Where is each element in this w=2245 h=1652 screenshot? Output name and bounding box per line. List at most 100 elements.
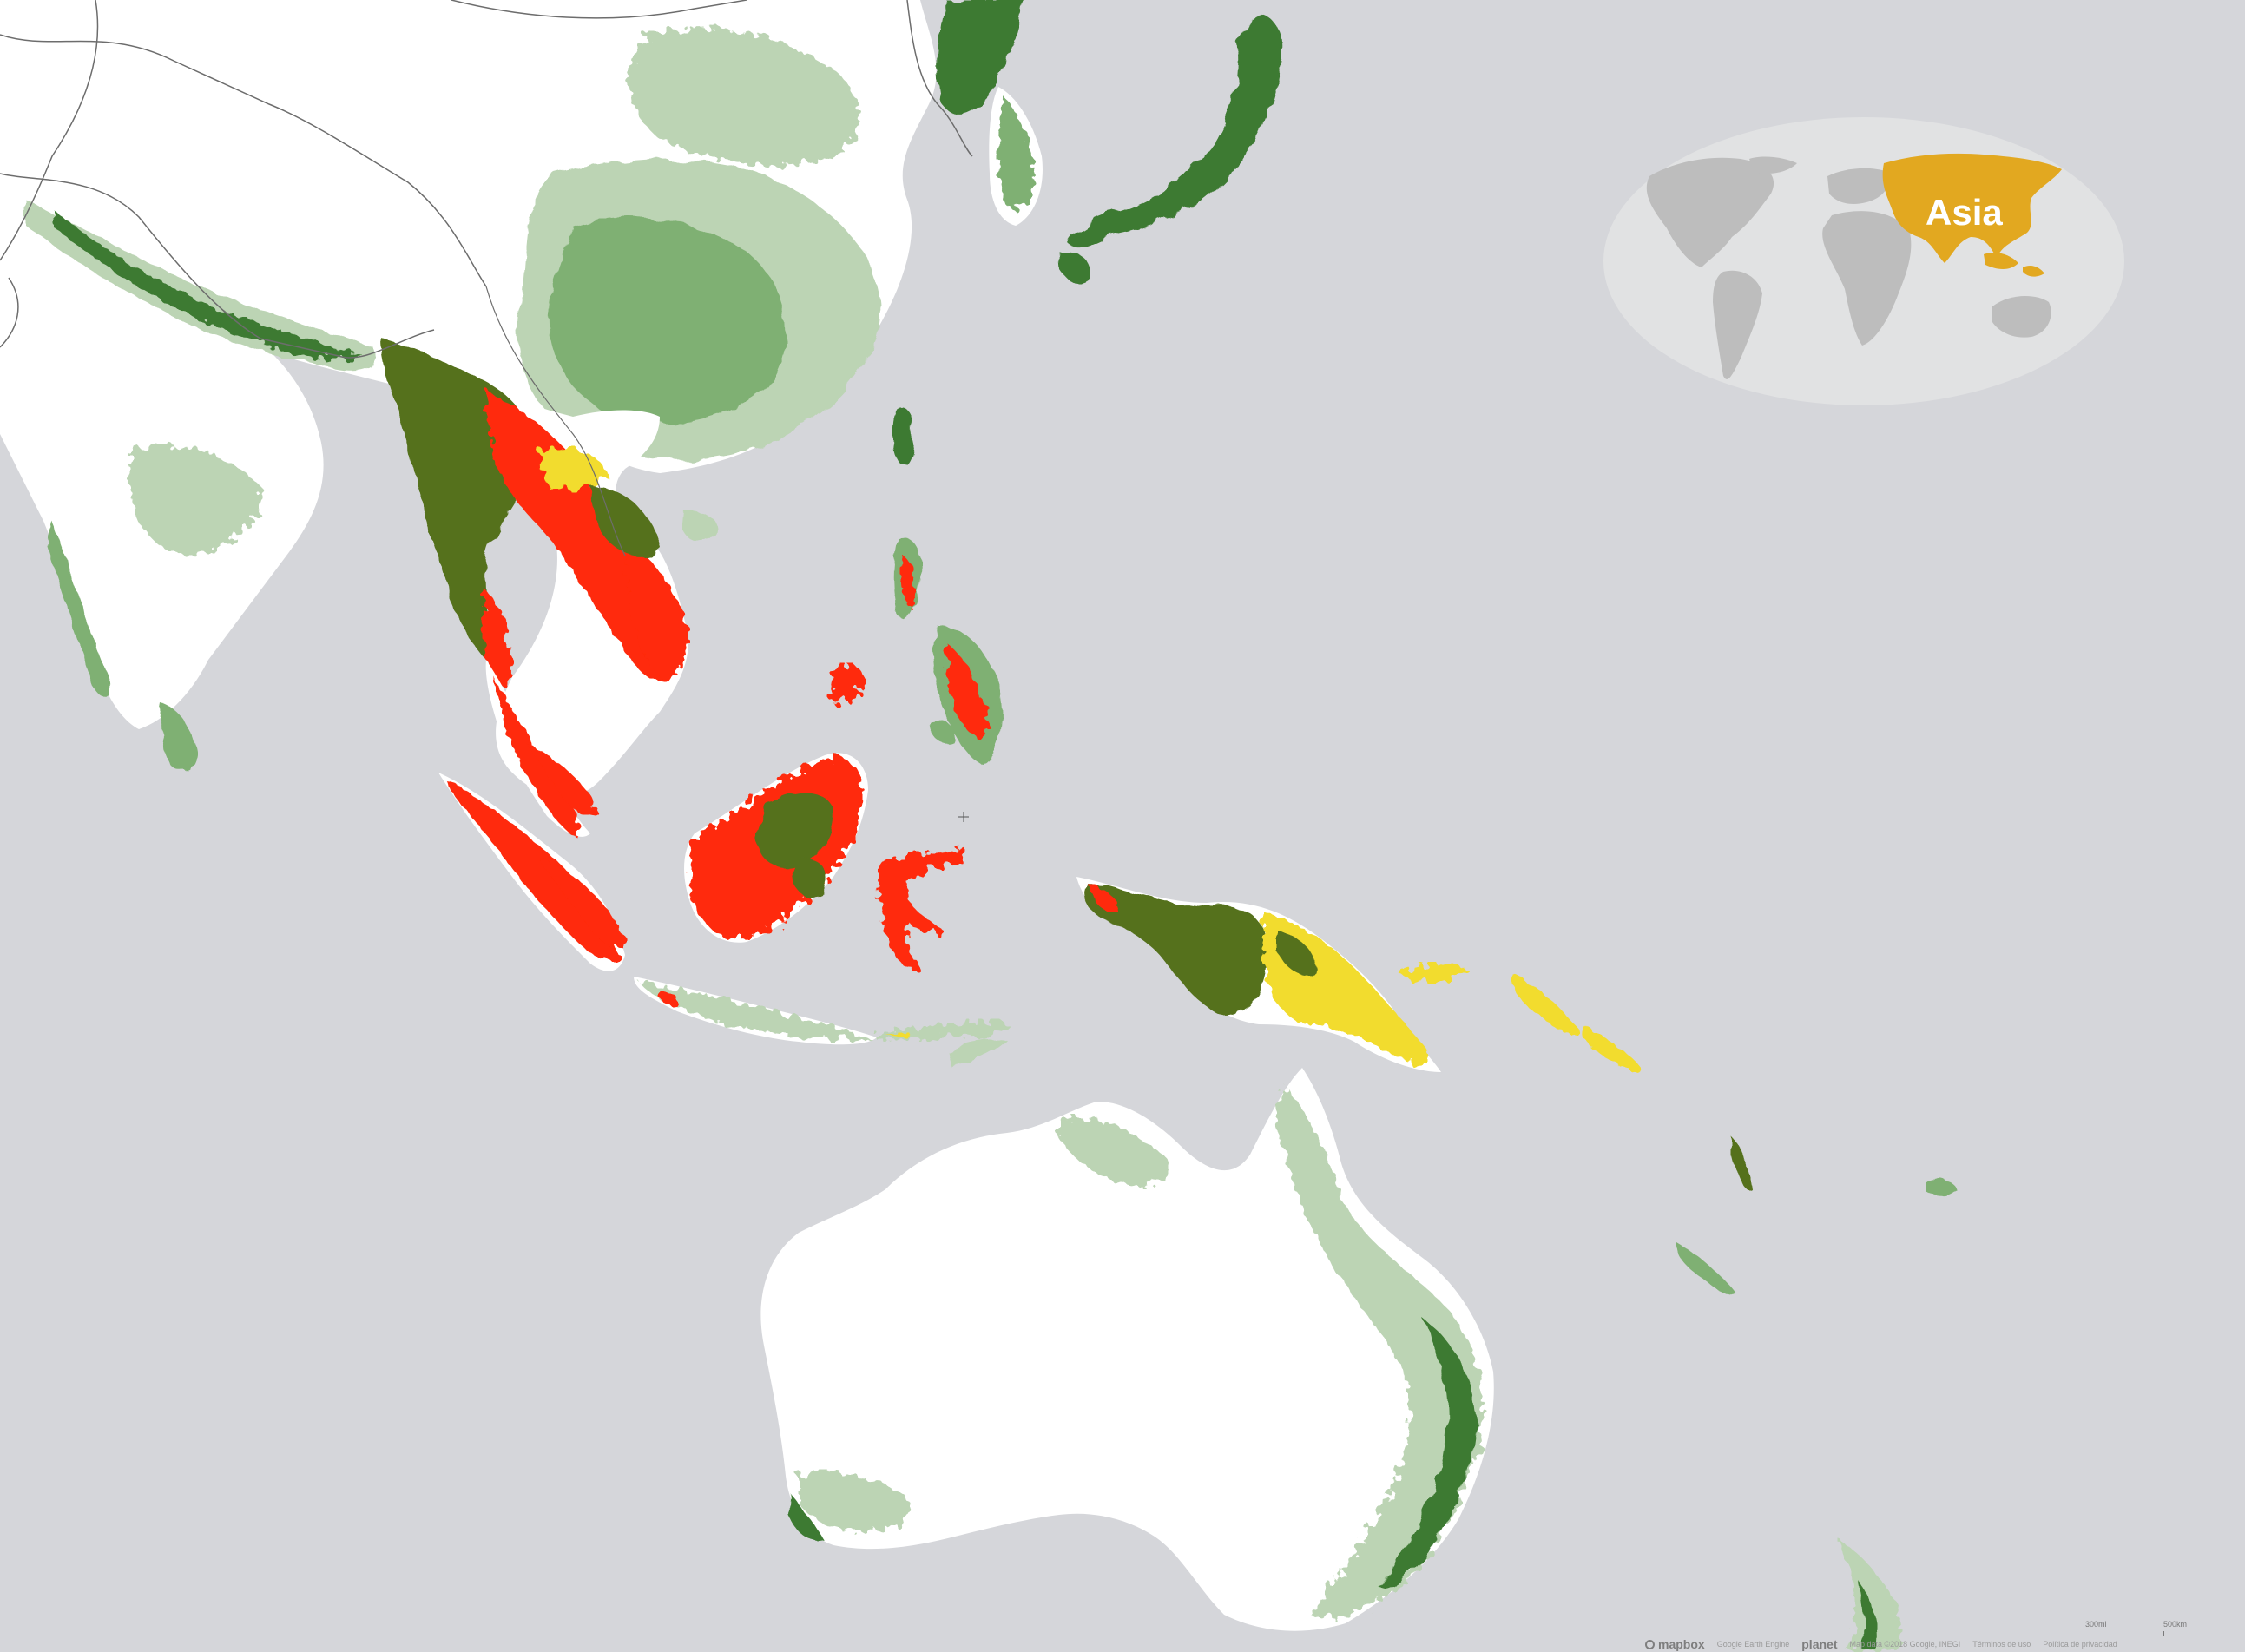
new-guinea-landmass-forest-olive-area — [1083, 881, 1267, 1016]
locator-globe — [1603, 117, 2124, 405]
australia-landmass-forest-dark-area — [788, 1493, 825, 1542]
lesser-sunda-landmass — [877, 1020, 1008, 1066]
sulawesi-landmass — [878, 846, 964, 971]
india-landmass — [0, 200, 376, 729]
australia-landmass-forest-light-area — [1059, 1117, 1170, 1186]
sulawesi-landmass-loss-red-area — [878, 846, 964, 971]
sri-lanka-landmass — [159, 703, 198, 772]
australia-landmass-forest-light-area — [1276, 1085, 1483, 1618]
map-data-attribution: Map data ©2018 Google, INEGI — [1849, 1640, 1961, 1649]
privacy-link[interactable]: Política de privacidad — [2043, 1640, 2117, 1649]
solomon-islands-landmass — [1510, 972, 1645, 1073]
scale-miles: 300mi — [2085, 1620, 2107, 1629]
malay-peninsula-landmass-loss-red-area — [530, 747, 599, 814]
planet-logo[interactable]: planet — [1801, 1637, 1838, 1651]
mapbox-label: mapbox — [1658, 1637, 1705, 1651]
locator-north-america — [1646, 157, 1774, 267]
fiji-landmass-forest-mid-area — [1923, 1177, 1958, 1197]
sumatra-landmass-loss-red-area — [538, 859, 625, 947]
new-guinea-landmass-loss-red-area — [1090, 885, 1116, 911]
new-caledonia-landmass-forest-mid-area — [1675, 1241, 1736, 1294]
lesser-sunda-landmass-forest-light-area — [946, 1039, 1007, 1066]
lesser-sunda-landmass-yellow-area — [885, 1032, 914, 1038]
malay-peninsula-landmass-land-area — [485, 660, 590, 837]
locator-inset: Asia — [1602, 115, 2127, 407]
vanuatu-landmass-forest-olive-area — [1732, 1137, 1752, 1190]
sri-lanka-landmass-forest-mid-area — [159, 703, 198, 772]
hainan-landmass-forest-light-area — [684, 511, 717, 543]
lesser-sunda-landmass-forest-light-area — [877, 1020, 1008, 1041]
new-guinea-landmass-yellow-area — [1398, 963, 1467, 983]
vanuatu-landmass — [1732, 1137, 1752, 1190]
australia-landmass-forest-light-area — [799, 1472, 910, 1532]
borneo-landmass-forest-olive-area — [755, 793, 834, 869]
new-guinea-landmass-forest-olive-area — [1276, 929, 1316, 976]
china-landmass-forest-light-area — [629, 28, 859, 166]
philippines-landmass-loss-red-area — [900, 556, 915, 608]
india-landmass-forest-light-area — [26, 200, 376, 371]
google-attribution: Google Earth Engine — [1716, 1640, 1790, 1649]
new-caledonia-landmass — [1675, 1241, 1736, 1294]
sumatra-landmass — [438, 773, 625, 971]
java-landmass — [634, 977, 877, 1045]
japan-landmass-forest-dark-area — [1059, 251, 1090, 283]
fiji-landmass — [1923, 1177, 1958, 1197]
japan-landmass-forest-dark-area — [1068, 15, 1281, 247]
new-zealand-landmass — [1840, 1541, 1901, 1652]
indochina-landmass-forest-olive-area — [590, 486, 660, 556]
solomon-islands-landmass-yellow-area — [1510, 972, 1580, 1035]
new-zealand-landmass-forest-light-area — [1840, 1541, 1901, 1652]
taiwan-landmass — [892, 407, 913, 464]
locator-new-guinea — [2023, 265, 2044, 277]
china-landmass-forest-mid-area — [549, 217, 786, 424]
new-zealand-landmass-forest-dark-area — [1858, 1580, 1877, 1649]
philippines-landmass — [829, 537, 1002, 764]
hainan-landmass — [684, 511, 717, 543]
locator-south-america — [1713, 270, 1762, 379]
korea-landmass — [989, 87, 1043, 226]
solomon-islands-landmass-yellow-area — [1580, 1024, 1645, 1073]
australia-landmass — [760, 1068, 1494, 1631]
indochina-landmass-land-area — [373, 347, 688, 798]
sumatra-landmass-loss-red-area — [443, 777, 621, 963]
locator-maritime-asia — [1984, 253, 2018, 269]
locator-africa — [1822, 211, 1912, 346]
locator-europe — [1827, 168, 1890, 204]
indochina-landmass-loss-red-area — [482, 590, 512, 687]
philippines-landmass-loss-red-area — [945, 642, 990, 738]
locator-greenland — [1749, 156, 1797, 174]
region-label: Asia — [1926, 192, 2003, 233]
new-guinea-landmass — [1076, 877, 1467, 1072]
attribution-bar: mapbox Google Earth Engine planet Map da… — [1645, 1636, 2117, 1652]
borneo-landmass — [684, 753, 868, 943]
scale-km: 500km — [2163, 1620, 2188, 1629]
borneo-landmass-forest-olive-area — [792, 859, 828, 898]
malay-peninsula-landmass — [485, 660, 599, 838]
india-landmass-forest-mid-area — [48, 521, 110, 697]
crosshair-mark — [958, 812, 969, 822]
korea-landmass-forest-mid-area — [998, 95, 1035, 210]
mapbox-logo[interactable]: mapbox — [1645, 1637, 1705, 1651]
philippines-landmass-forest-mid-area — [929, 720, 955, 744]
australia-landmass-forest-dark-area — [1380, 1320, 1476, 1589]
china-landmass-forest-dark-area — [937, 0, 1024, 114]
scale-bar: 300mi 500km — [2077, 1620, 2222, 1641]
country-borders — [0, 0, 973, 556]
philippines-landmass-loss-red-area — [829, 665, 865, 706]
java-landmass-forest-light-area — [638, 981, 872, 1040]
taiwan-landmass-forest-dark-area — [892, 407, 913, 464]
terms-link[interactable]: Términos de uso — [1972, 1640, 2031, 1649]
locator-australia — [1992, 296, 2051, 338]
indochina-landmass-yellow-area — [538, 448, 608, 490]
india-landmass-forest-light-area — [130, 444, 262, 556]
java-landmass-loss-red-area — [658, 990, 681, 1007]
locator-asia — [1882, 153, 2062, 263]
indochina-landmass — [373, 339, 688, 798]
mapbox-icon — [1645, 1639, 1655, 1649]
japan-landmass — [1059, 15, 1281, 283]
china-landmass — [0, 0, 1024, 473]
scale-tick — [2163, 1631, 2164, 1636]
scale-line — [2077, 1631, 2215, 1636]
